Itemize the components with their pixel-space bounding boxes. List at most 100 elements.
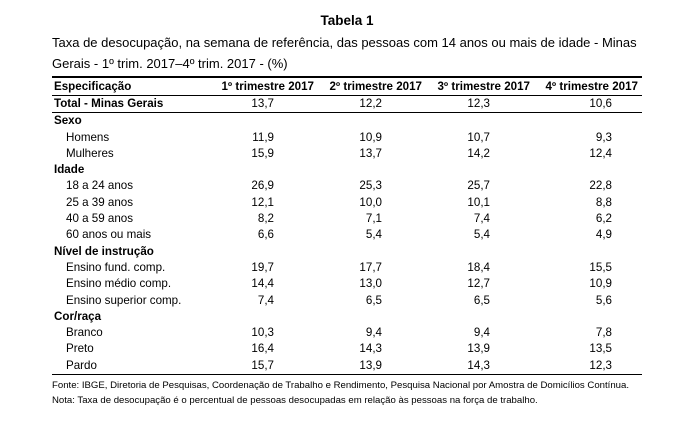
cell-q4: 22,8 — [589, 179, 612, 193]
row-label: Preto — [66, 342, 94, 356]
cell-q4 — [534, 162, 642, 178]
cell-q4: 13,5 — [589, 342, 612, 356]
row-label: 25 a 39 anos — [66, 195, 134, 209]
table-caption: Tabela 1 — [320, 13, 374, 28]
cell-q4: 7,8 — [595, 326, 612, 340]
cell-q2: 9,4 — [365, 326, 382, 340]
cell-q1: 19,7 — [251, 260, 274, 274]
row-label: Nível de instrução — [54, 244, 154, 258]
unemployment-table: Especificação 1º trimestre 2017 2º trime… — [52, 76, 642, 376]
cell-q3: 13,9 — [467, 342, 490, 356]
cell-q3: 10,1 — [467, 195, 490, 209]
notes: Fonte: IBGE, Diretoria de Pesquisas, Coo… — [52, 378, 642, 408]
cell-q4: 9,3 — [595, 130, 612, 144]
row-label: Mulheres — [66, 146, 114, 160]
table-row: Preto 16,4 14,3 13,9 13,5 — [52, 341, 642, 357]
cell-q1 — [210, 244, 318, 260]
cell-q2 — [318, 244, 426, 260]
row-label: Ensino médio comp. — [66, 277, 172, 291]
row-label: Homens — [66, 130, 110, 144]
cell-q3: 7,4 — [473, 212, 490, 226]
cell-q1: 16,4 — [251, 342, 274, 356]
cell-q4: 5,6 — [595, 293, 612, 307]
cell-q3 — [426, 113, 534, 130]
cell-q3 — [426, 244, 534, 260]
header-row: Especificação 1º trimestre 2017 2º trime… — [52, 76, 642, 96]
header-q3: 3º trimestre 2017 — [426, 76, 534, 96]
cell-q1: 10,3 — [251, 326, 274, 340]
table-row: Pardo 15,7 13,9 14,3 12,3 — [52, 357, 642, 376]
row-label: Branco — [66, 326, 103, 340]
table-subtitle: Taxa de desocupação, na semana de referê… — [52, 35, 637, 71]
category-row: Idade — [52, 162, 642, 178]
cell-q1: 11,9 — [252, 130, 274, 144]
row-label: Total - Minas Gerais — [52, 95, 210, 114]
header-especificacao: Especificação — [52, 76, 210, 96]
cell-q2: 14,3 — [359, 342, 382, 356]
cell-q1: 8,2 — [257, 212, 274, 226]
cell-q1: 7,4 — [257, 293, 274, 307]
cell-q2 — [318, 113, 426, 130]
cell-q1: 12,1 — [251, 195, 274, 209]
cell-q1 — [210, 162, 318, 178]
table-row: 60 anos ou mais 6,6 5,4 5,4 4,9 — [52, 227, 642, 243]
cell-q3: 9,4 — [473, 326, 490, 340]
cell-q4: 4,9 — [595, 228, 612, 242]
row-label: 40 a 59 anos — [66, 212, 134, 226]
category-row: Nível de instrução — [52, 244, 642, 260]
table-row: Homens 11,9 10,9 10,7 9,3 — [52, 130, 642, 146]
row-label: Cor/raça — [54, 309, 102, 323]
header-q4: 4º trimestre 2017 — [534, 76, 642, 96]
cell-q3: 14,2 — [467, 146, 490, 160]
cell-q2 — [318, 309, 426, 325]
cell-q3: 14,3 — [426, 357, 534, 376]
header-q1: 1º trimestre 2017 — [210, 76, 318, 96]
cell-q4 — [534, 113, 642, 130]
cell-q3: 12,7 — [467, 277, 490, 291]
cell-q1: 6,6 — [257, 228, 274, 242]
cell-q2: 13,7 — [359, 146, 382, 160]
table-row: Mulheres 15,9 13,7 14,2 12,4 — [52, 146, 642, 162]
table-row: 18 a 24 anos 26,9 25,3 25,7 22,8 — [52, 178, 642, 194]
table-row: 40 a 59 anos 8,2 7,1 7,4 6,2 — [52, 211, 642, 227]
cell-q2: 10,9 — [359, 130, 382, 144]
row-label: 60 anos ou mais — [66, 228, 152, 242]
total-row: Total - Minas Gerais 13,7 12,2 12,3 10,6 — [52, 95, 642, 114]
cell-q2: 7,1 — [365, 212, 382, 226]
cell-q3: 12,3 — [426, 95, 534, 114]
cell-q1: 13,7 — [210, 95, 318, 114]
cell-q4: 12,3 — [534, 357, 642, 376]
cell-q3: 5,4 — [473, 228, 490, 242]
cell-q4: 10,6 — [534, 95, 642, 114]
table-body: Total - Minas Gerais 13,7 12,2 12,3 10,6 Sexo… — [52, 95, 642, 376]
cell-q4: 8,8 — [595, 195, 612, 209]
cell-q2: 10,0 — [359, 195, 382, 209]
header-q2: 2º trimestre 2017 — [318, 76, 426, 96]
cell-q2: 17,7 — [359, 260, 382, 274]
cell-q2: 13,9 — [318, 357, 426, 376]
row-label: Sexo — [54, 114, 82, 128]
cell-q4: 12,4 — [589, 146, 612, 160]
cell-q1 — [210, 309, 318, 325]
row-label: Ensino superior comp. — [66, 293, 182, 307]
cell-q3 — [426, 162, 534, 178]
cell-q4: 15,5 — [589, 260, 612, 274]
source-note: Fonte: IBGE, Diretoria de Pesquisas, Coo… — [52, 380, 630, 392]
table-row: Ensino superior comp. 7,4 6,5 6,5 5,6 — [52, 293, 642, 309]
row-label: Ensino fund. comp. — [66, 260, 166, 274]
cell-q3: 6,5 — [473, 293, 490, 307]
cell-q1: 15,9 — [251, 146, 274, 160]
cell-q1: 14,4 — [251, 277, 274, 291]
cell-q3: 25,7 — [467, 179, 490, 193]
row-label: 18 a 24 anos — [66, 179, 134, 193]
cell-q2: 6,5 — [365, 293, 382, 307]
cell-q3 — [426, 309, 534, 325]
document: Tabela 1 Taxa de desocupação, na semana … — [52, 0, 642, 408]
cell-q2: 12,2 — [318, 95, 426, 114]
cell-q2: 25,3 — [359, 179, 382, 193]
cell-q1 — [210, 113, 318, 130]
cell-q3: 10,7 — [467, 130, 490, 144]
row-label: Idade — [54, 163, 85, 177]
definition-note: Nota: Taxa de desocupação é o percentual… — [52, 395, 538, 407]
table-row: Ensino fund. comp. 19,7 17,7 18,4 15,5 — [52, 260, 642, 276]
